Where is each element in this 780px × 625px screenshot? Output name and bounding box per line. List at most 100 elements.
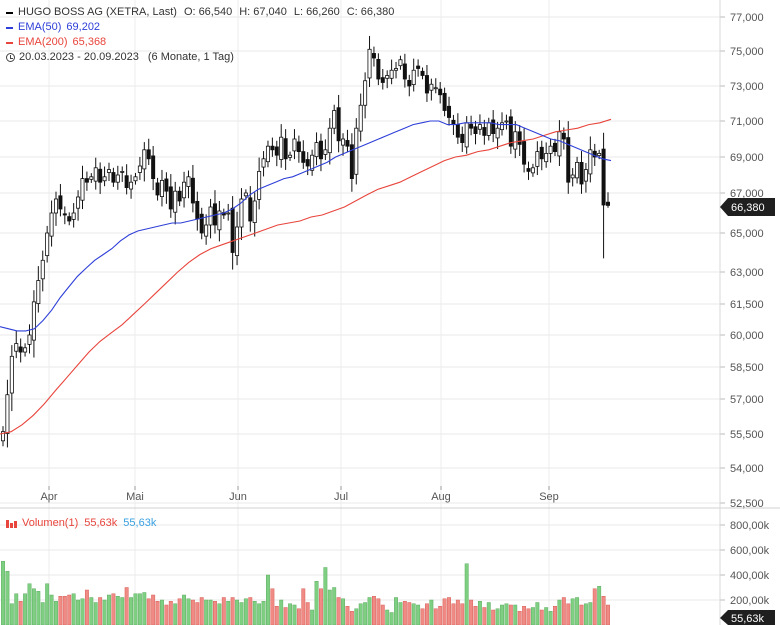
- volume-bar-down: [168, 601, 173, 625]
- price-tick-label: 75,000: [730, 46, 764, 58]
- candle-down: [371, 53, 376, 59]
- volume-bar-up: [323, 567, 328, 625]
- volume-bar-up: [535, 602, 540, 625]
- volume-bar-down: [270, 588, 275, 625]
- candle-down: [58, 195, 63, 210]
- volume-bar-down: [447, 597, 451, 625]
- candle-up: [433, 87, 438, 90]
- candle-up: [106, 169, 111, 173]
- volume-bar-down: [177, 598, 182, 625]
- candle-down: [553, 142, 558, 153]
- volume-bar-up: [239, 602, 244, 625]
- price-tick-label: 52,500: [730, 498, 764, 510]
- candle-down: [146, 149, 151, 160]
- candle-up: [80, 178, 85, 201]
- candle-up: [544, 152, 549, 163]
- candle-up: [314, 142, 319, 158]
- volume-bar-up: [204, 599, 209, 625]
- volume-bar-down: [579, 604, 584, 625]
- candle-up: [129, 181, 134, 190]
- volume-bar-up: [226, 601, 231, 625]
- volume-bar-down: [407, 602, 412, 625]
- ema50-legend: EMA(50) 69,202: [6, 20, 394, 35]
- volume-bar-down: [221, 597, 226, 625]
- ema50-name: EMA(50): [18, 21, 62, 33]
- candle-up: [535, 151, 540, 167]
- volume-bar-down: [319, 588, 323, 625]
- volume-bar-up: [385, 609, 390, 625]
- volume-bar-up: [358, 603, 363, 625]
- candle-down: [447, 105, 452, 118]
- volume-bar-down: [460, 603, 465, 625]
- volume-bar-down: [349, 611, 354, 625]
- volume-bar-down: [424, 603, 429, 625]
- ema200-legend: EMA(200) 65,368: [6, 35, 394, 50]
- volume-bar-up: [495, 608, 500, 625]
- candle-down: [18, 346, 23, 353]
- volume-bar-down: [433, 608, 438, 625]
- candle-down: [606, 201, 611, 206]
- candle-up: [323, 149, 328, 155]
- price-tick-label: 55,500: [730, 429, 764, 441]
- volume-bar-up: [173, 603, 178, 625]
- candle-up: [0, 431, 6, 442]
- candle-up: [71, 212, 76, 220]
- candle-up: [597, 152, 602, 156]
- candle-up: [477, 124, 482, 130]
- volume-bar-up: [49, 594, 54, 625]
- volume-bar-down: [553, 606, 557, 625]
- candle-up: [159, 179, 164, 197]
- volume-tick-label: 800,00k: [730, 520, 770, 532]
- volume-value-up: 55,63k: [123, 517, 157, 529]
- candle-up: [226, 212, 231, 215]
- candle-up: [354, 127, 359, 175]
- candle-down: [84, 178, 89, 183]
- candle-down: [592, 150, 597, 158]
- candle-up: [142, 149, 147, 170]
- candle-up: [182, 181, 187, 199]
- candle-up: [252, 200, 257, 224]
- candle-down: [416, 65, 421, 69]
- price-axis: 77,000 75,000 73,000 71,000 69,000 67,000 65,0…: [730, 12, 764, 510]
- volume-bar-up: [411, 603, 416, 625]
- candle-down: [522, 141, 527, 165]
- candle-up: [40, 259, 45, 280]
- volume-bar-up: [327, 589, 332, 625]
- volume-bar-up: [261, 601, 266, 625]
- volume-bar-down: [301, 588, 306, 625]
- volume-bar-down: [190, 599, 195, 625]
- close-value: 66,380: [360, 6, 395, 18]
- volume-bar-up: [137, 593, 142, 625]
- candle-up: [513, 131, 518, 150]
- volume-bar-up: [208, 599, 213, 625]
- volume-bar-down: [539, 609, 544, 625]
- ema200-value: 65,368: [72, 36, 107, 48]
- candle-down: [420, 70, 425, 76]
- candle-down: [376, 59, 381, 80]
- price-tick-label: 67,000: [730, 188, 764, 200]
- volume-bar-up: [160, 599, 164, 625]
- volume-bar-up: [530, 607, 535, 625]
- candle-up: [133, 176, 138, 182]
- volume-bar-down: [18, 601, 23, 625]
- last-volume-badge: 55,63k: [720, 610, 775, 625]
- volume-bar-up: [477, 601, 482, 625]
- volume-bar-up: [186, 598, 191, 625]
- volume-bar-up: [429, 599, 434, 625]
- candle-down: [283, 138, 288, 160]
- month-tick-label: Aug: [431, 491, 451, 503]
- volume-bar-down: [592, 588, 597, 625]
- candle-down: [168, 186, 173, 210]
- candle-down: [177, 190, 182, 202]
- volume-bar-up: [45, 583, 50, 625]
- clock-icon: [6, 53, 15, 62]
- candle-down: [402, 63, 407, 80]
- volume-bar-down: [305, 602, 310, 625]
- volume-bar-up: [36, 591, 41, 625]
- candle-up: [557, 131, 562, 157]
- volume-bar-down: [402, 601, 407, 625]
- ema50-swatch: [6, 26, 13, 29]
- price-tick-label: 65,000: [730, 228, 764, 240]
- volume-bar-up: [27, 583, 32, 625]
